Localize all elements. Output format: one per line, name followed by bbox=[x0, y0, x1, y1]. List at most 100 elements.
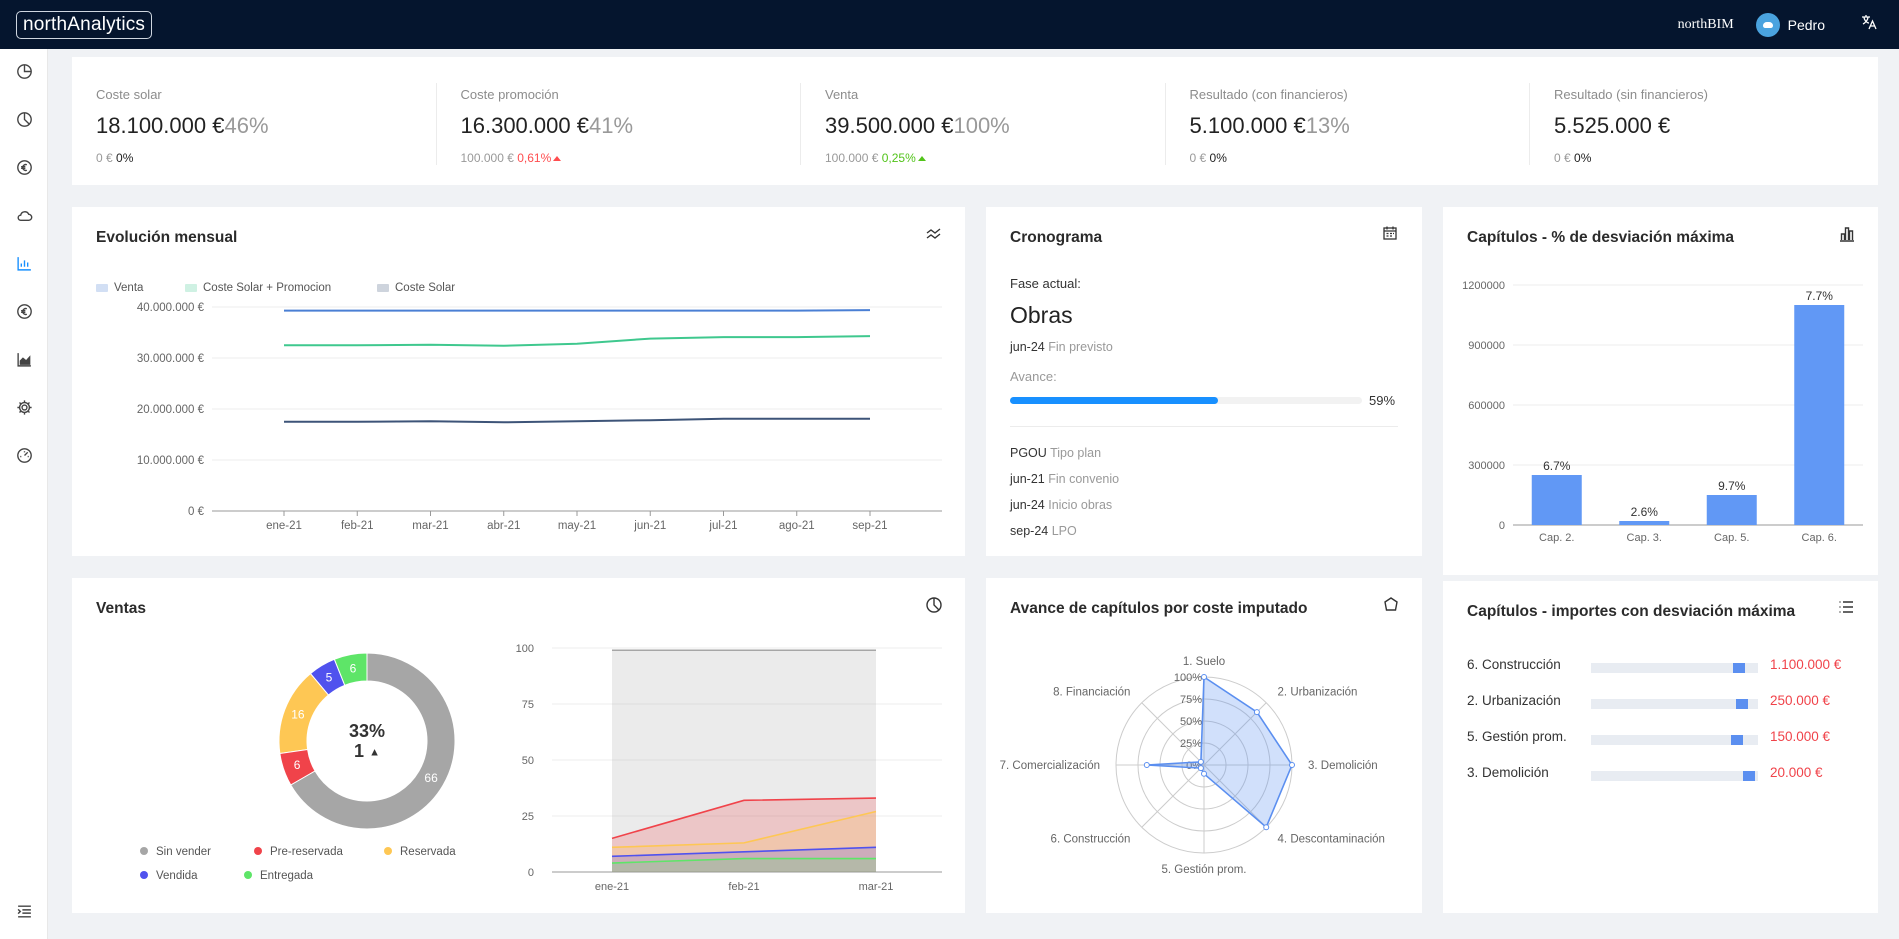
legend-label: Entregada bbox=[260, 870, 314, 882]
y-tick-label: 300000 bbox=[1468, 460, 1505, 472]
crono-detail-key: jun-21 bbox=[1010, 472, 1045, 486]
crono-detail-key: jun-24 bbox=[1010, 498, 1045, 512]
capitulos-bar-chart: 0 300000 600000 900000 1200000 6.7% Cap. 2. 2.6… bbox=[1462, 280, 1863, 544]
legend-label: Coste Solar + Promocion bbox=[203, 282, 331, 294]
area-chart-icon[interactable] bbox=[14, 349, 34, 369]
legend-swatch bbox=[185, 284, 197, 292]
fase-value: Obras bbox=[1010, 302, 1073, 328]
x-tick-label: mar-21 bbox=[412, 520, 448, 532]
kpi-value: 18.100.000 €46% bbox=[96, 113, 269, 139]
kpi-separator bbox=[1529, 83, 1530, 165]
kpi-separator bbox=[1164, 83, 1166, 165]
radar-axis-label: 7. Comercialización bbox=[1000, 760, 1100, 772]
radar-icon[interactable] bbox=[1382, 596, 1400, 614]
legend-item: Vendida bbox=[140, 870, 198, 882]
avance-card: Avance de capítulos por coste imputado 1… bbox=[986, 578, 1422, 913]
x-tick-label: feb-21 bbox=[341, 520, 374, 532]
y-tick-label: 0 bbox=[528, 867, 534, 879]
legend-label: Pre-reservada bbox=[270, 846, 343, 858]
importe-bar-fill bbox=[1742, 771, 1755, 781]
evolucion-title: Evolución mensual bbox=[96, 229, 238, 246]
dashboard-icon[interactable] bbox=[14, 445, 34, 465]
radar-point bbox=[1201, 770, 1207, 777]
user-name[interactable]: Pedro bbox=[1787, 16, 1825, 33]
calendar-icon[interactable] bbox=[1382, 225, 1400, 243]
kpi-percent: 41% bbox=[588, 113, 634, 138]
kpi-label: Resultado (con financieros) bbox=[1189, 87, 1348, 102]
crono-detail-row: jun-24 Inicio obras bbox=[1010, 498, 1112, 512]
importe-label: 3. Demolición bbox=[1467, 765, 1549, 780]
kpi-sub-delta: 0% bbox=[116, 151, 134, 165]
gear-icon[interactable] bbox=[14, 397, 34, 417]
kpi-amount: 5.525.000 € bbox=[1554, 113, 1671, 138]
legend-dot bbox=[244, 871, 252, 879]
menu-unfold-icon[interactable] bbox=[14, 901, 34, 921]
crono-detail-row: PGOU Tipo plan bbox=[1010, 446, 1101, 460]
donut-center-count: 1 ▲ bbox=[307, 742, 427, 761]
x-tick-label: ene-21 bbox=[266, 520, 302, 532]
line-chart-icon[interactable] bbox=[925, 225, 943, 243]
y-tick-label: 900000 bbox=[1468, 340, 1505, 352]
crono-detail-label: Inicio obras bbox=[1048, 498, 1113, 512]
fin-previsto: jun-24 Fin previsto bbox=[1010, 340, 1113, 354]
legend-dot bbox=[254, 847, 262, 855]
euro-circle-icon[interactable] bbox=[14, 157, 34, 177]
series-line bbox=[611, 857, 876, 864]
fase-label: Fase actual: bbox=[1010, 276, 1081, 291]
cronograma-title: Cronograma bbox=[1010, 229, 1103, 246]
radar-axis bbox=[1141, 702, 1205, 766]
pie-chart-icon[interactable] bbox=[14, 61, 34, 81]
org-name[interactable]: northBIM bbox=[1677, 16, 1734, 32]
kpi-sub-delta: 0% bbox=[1209, 151, 1227, 165]
kpi-label: Venta bbox=[825, 87, 859, 102]
series-line bbox=[611, 810, 877, 849]
list-icon[interactable] bbox=[1838, 599, 1856, 617]
kpi-sub-value: 0 € bbox=[1554, 151, 1571, 165]
y-tick-label: 0 € bbox=[188, 506, 205, 518]
kpi-separator bbox=[800, 83, 801, 165]
kpi-card: Coste solar 18.100.000 €46% 0 € 0% Coste pr… bbox=[72, 57, 1878, 185]
bar bbox=[1794, 305, 1845, 525]
kpi-sub-delta: 0% bbox=[1574, 151, 1592, 165]
x-tick-label: may-21 bbox=[558, 520, 596, 532]
radar-area bbox=[1146, 675, 1293, 829]
evolucion-chart: 0 € 10.000.000 € 20.000.000 € 30.000.000 € 4… bbox=[96, 282, 942, 532]
legend-label: Vendida bbox=[156, 870, 198, 882]
radar-axis bbox=[1203, 764, 1267, 828]
crono-detail-row: sep-24 LPO bbox=[1010, 524, 1077, 538]
avatar[interactable] bbox=[1755, 12, 1780, 37]
top-bar: northAnalytics northBIM Pedro bbox=[0, 0, 1899, 49]
app-logo[interactable]: northAnalytics bbox=[16, 10, 153, 39]
x-tick-label: abr-21 bbox=[487, 520, 520, 532]
radar-axis bbox=[1141, 764, 1205, 828]
euro-circle-icon[interactable] bbox=[14, 301, 34, 321]
translate-icon[interactable] bbox=[1861, 14, 1877, 35]
bar-chart-icon[interactable] bbox=[1838, 225, 1856, 243]
y-tick-label: 20.000.000 € bbox=[137, 404, 205, 416]
bar-chart-icon[interactable] bbox=[14, 253, 34, 273]
kpi-item: Coste promoción 16.300.000 €41% 100.000 € … bbox=[437, 57, 802, 165]
kpi-percent: 100% bbox=[953, 113, 1010, 138]
x-tick-label: Cap. 5. bbox=[1714, 532, 1749, 544]
avance-progress-fill bbox=[1010, 397, 1218, 404]
radar-point bbox=[1201, 674, 1207, 680]
kpi-sub: 0 € 0% bbox=[96, 151, 133, 165]
radar-tick-label: 25% bbox=[1180, 738, 1202, 750]
legend-label: Reservada bbox=[400, 846, 456, 858]
divider bbox=[1010, 426, 1398, 427]
y-tick-label: 40.000.000 € bbox=[137, 302, 205, 314]
y-tick-label: 100 bbox=[516, 643, 534, 655]
y-tick-label: 25 bbox=[522, 811, 534, 823]
kpi-item: Venta 39.500.000 €100% 100.000 € 0,25% bbox=[801, 57, 1166, 165]
pie-chart-icon[interactable] bbox=[14, 109, 34, 129]
pie-chart-icon[interactable] bbox=[925, 596, 943, 614]
radar-point bbox=[1263, 824, 1270, 831]
y-tick-label: 50 bbox=[522, 755, 534, 767]
radar-tick-label: 50% bbox=[1180, 716, 1202, 728]
importes-title: Capítulos - importes con desviación máxi… bbox=[1467, 603, 1796, 620]
legend-label: Sin vender bbox=[156, 846, 211, 858]
kpi-sub: 100.000 € 0,25% bbox=[825, 151, 926, 165]
x-tick-label: ene-21 bbox=[595, 881, 629, 893]
y-tick-label: 75 bbox=[522, 699, 534, 711]
cloud-icon[interactable] bbox=[14, 205, 34, 225]
